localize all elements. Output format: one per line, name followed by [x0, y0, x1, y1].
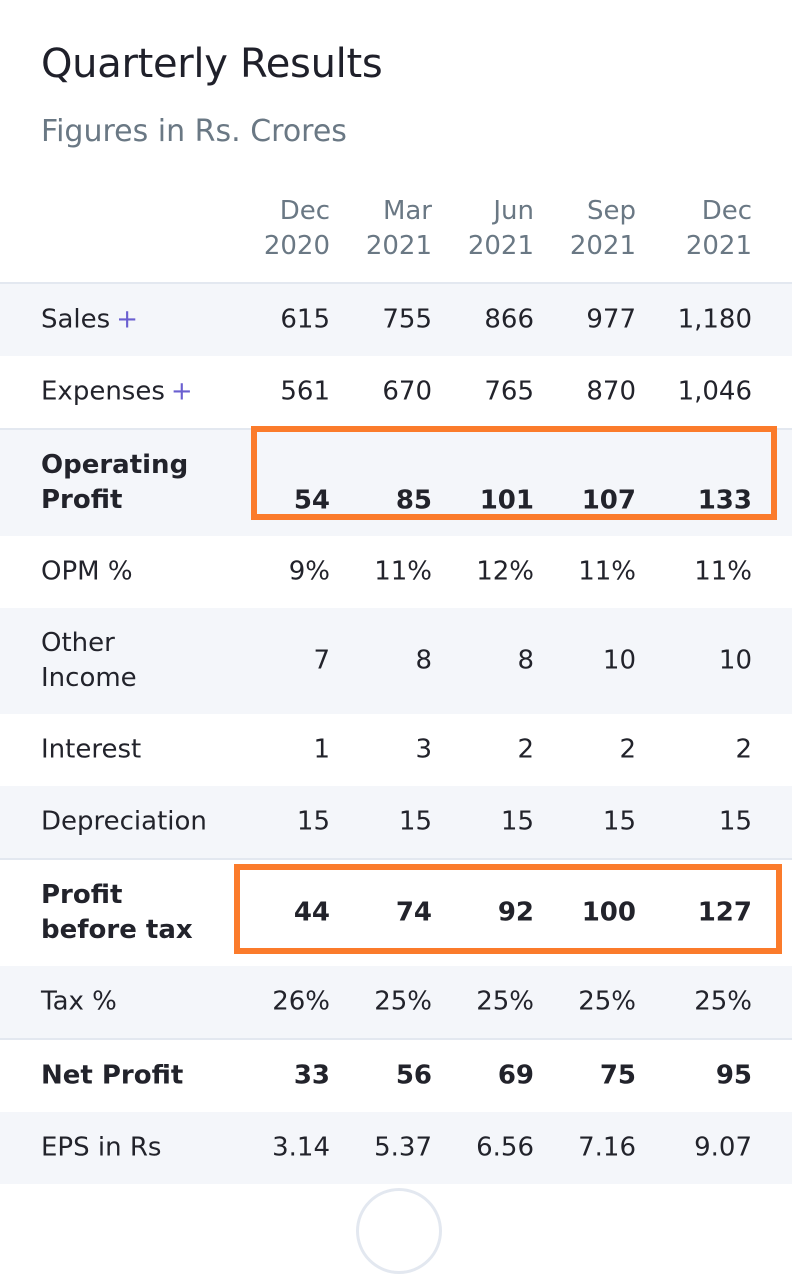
- table-cell: 133: [697, 485, 752, 516]
- row-label-sales[interactable]: Sales +: [41, 304, 138, 335]
- table-cell: 5.37: [374, 1132, 432, 1163]
- table-cell: 10: [602, 645, 636, 676]
- quarterly-results-table: Dec 2020 Mar 2021 Jun 2021 Sep 2021 Dec 2021 …: [0, 180, 792, 1184]
- table-cell: 15: [718, 806, 752, 837]
- table-cell: 56: [395, 1060, 432, 1091]
- table-cell: 9.07: [694, 1132, 752, 1163]
- expand-plus-icon[interactable]: +: [116, 304, 138, 335]
- row-eps: EPS in Rs 3.14 5.37 6.56 7.16 9.07: [0, 1112, 792, 1184]
- row-label-profit-before-tax: Profit before tax: [41, 880, 193, 945]
- row-net-profit: Net Profit 33 56 69 75 95: [0, 1038, 792, 1112]
- table-cell: 8: [517, 645, 534, 676]
- table-cell: 33: [293, 1060, 330, 1091]
- table-cell: 25%: [476, 986, 534, 1017]
- table-cell: 95: [715, 1060, 752, 1091]
- table-cell: 11%: [694, 556, 752, 587]
- table-cell: 12%: [476, 556, 534, 587]
- table-cell: 11%: [374, 556, 432, 587]
- scroll-button[interactable]: [356, 1188, 442, 1274]
- table-cell: 15: [398, 806, 432, 837]
- row-label-interest: Interest: [41, 734, 142, 765]
- column-header-sep-2021: Sep 2021: [569, 196, 636, 261]
- row-other-income: Other Income 7 8 8 10 10: [0, 608, 792, 714]
- row-interest: Interest 1 3 2 2 2: [0, 714, 792, 786]
- table-cell: 977: [586, 304, 636, 335]
- table-cell: 1: [313, 734, 330, 765]
- table-cell: 7: [313, 645, 330, 676]
- table-cell: 25%: [694, 986, 752, 1017]
- table-cell: 54: [293, 485, 330, 516]
- table-cell: 107: [581, 485, 636, 516]
- column-header-dec-2021: Dec 2021: [685, 196, 752, 261]
- row-label-operating-profit: Operating Profit: [41, 450, 189, 515]
- table-cell: 44: [293, 897, 330, 928]
- table-cell: 101: [479, 485, 534, 516]
- table-cell: 615: [280, 304, 330, 335]
- table-cell: 15: [296, 806, 330, 837]
- table-cell: 10: [718, 645, 752, 676]
- table-cell: 765: [484, 376, 534, 407]
- row-depreciation: Depreciation 15 15 15 15 15: [0, 786, 792, 858]
- table-cell: 2: [735, 734, 752, 765]
- table-cell: 69: [497, 1060, 534, 1091]
- table-cell: 25%: [578, 986, 636, 1017]
- row-label-eps: EPS in Rs: [41, 1132, 162, 1163]
- row-label-expenses[interactable]: Expenses +: [41, 376, 193, 407]
- table-cell: 15: [602, 806, 636, 837]
- row-sales[interactable]: Sales + 615 755 866 977 1,180: [0, 284, 792, 356]
- table-cell: 26%: [272, 986, 330, 1017]
- table-cell: 7.16: [578, 1132, 636, 1163]
- table-cell: 9%: [288, 556, 330, 587]
- column-header-mar-2021: Mar 2021: [365, 196, 432, 261]
- table-cell: 870: [586, 376, 636, 407]
- table-cell: 561: [280, 376, 330, 407]
- row-profit-before-tax: Profit before tax 44 74 92 100 127: [0, 858, 792, 966]
- table-cell: 85: [395, 485, 432, 516]
- row-tax: Tax % 26% 25% 25% 25% 25%: [0, 966, 792, 1038]
- table-cell: 2: [619, 734, 636, 765]
- row-label-tax: Tax %: [41, 986, 117, 1017]
- row-operating-profit: Operating Profit 54 85 101 107 133: [0, 428, 792, 536]
- page-subtitle: Figures in Rs. Crores: [41, 114, 347, 149]
- table-cell: 2: [517, 734, 534, 765]
- table-cell: 3.14: [272, 1132, 330, 1163]
- table-cell: 755: [382, 304, 432, 335]
- expand-plus-icon[interactable]: +: [170, 376, 193, 407]
- table-cell: 11%: [578, 556, 636, 587]
- table-header: Dec 2020 Mar 2021 Jun 2021 Sep 2021 Dec 2021: [0, 180, 792, 284]
- table-cell: 92: [497, 897, 534, 928]
- table-cell: 1,046: [677, 376, 752, 407]
- page-title: Quarterly Results: [41, 41, 383, 87]
- column-header-dec-2020: Dec 2020: [263, 196, 330, 261]
- row-label-net-profit: Net Profit: [41, 1060, 184, 1091]
- row-expenses[interactable]: Expenses + 561 670 765 870 1,046: [0, 356, 792, 428]
- row-label-opm: OPM %: [41, 556, 133, 587]
- column-header-jun-2021: Jun 2021: [467, 196, 534, 261]
- table-cell: 866: [484, 304, 534, 335]
- table-cell: 15: [500, 806, 534, 837]
- table-cell: 74: [395, 897, 432, 928]
- row-label-other-income: Other Income: [41, 628, 137, 693]
- table-cell: 25%: [374, 986, 432, 1017]
- table-cell: 75: [599, 1060, 636, 1091]
- table-cell: 8: [415, 645, 432, 676]
- table-cell: 6.56: [476, 1132, 534, 1163]
- row-label-depreciation: Depreciation: [41, 806, 207, 837]
- row-opm: OPM % 9% 11% 12% 11% 11%: [0, 536, 792, 608]
- table-cell: 3: [415, 734, 432, 765]
- table-cell: 1,180: [677, 304, 752, 335]
- table-cell: 670: [382, 376, 432, 407]
- table-cell: 127: [697, 897, 752, 928]
- table-cell: 100: [581, 897, 636, 928]
